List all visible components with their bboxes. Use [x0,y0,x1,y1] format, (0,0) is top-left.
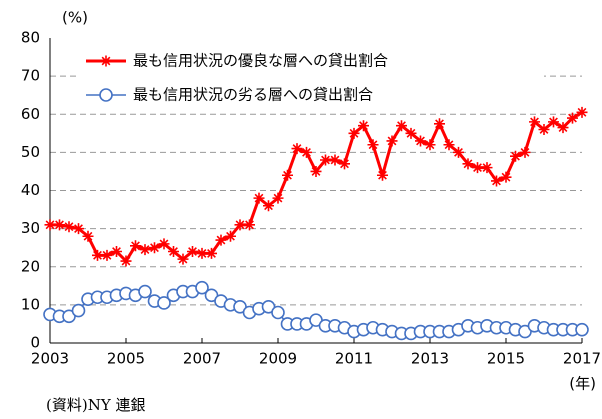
point [54,219,65,231]
point [310,165,322,177]
x-tick-label: 2005 [107,350,145,368]
y-tick-label: 20 [21,257,40,275]
point [320,154,331,166]
x-tick-label: 2003 [31,350,69,368]
point [396,120,407,132]
point [510,150,521,162]
point [71,303,86,318]
y-tick-label: 80 [21,29,40,47]
y-tick-label: 0 [30,334,40,352]
point [195,280,209,295]
point [415,135,426,147]
y-tick-label: 40 [21,181,40,199]
point [101,249,113,261]
source: (資料)NY 連銀 [46,396,146,414]
point [187,246,198,257]
point [234,219,246,231]
y-tick-label: 70 [21,67,40,85]
point [453,146,464,158]
point [158,238,170,250]
point [100,55,112,67]
point [73,223,84,235]
x-tick-label: 2011 [335,350,373,368]
point [130,240,141,252]
point [529,116,540,128]
x-tick-label: 2015 [487,350,525,368]
point [244,219,255,231]
point [120,255,132,267]
point [434,118,445,130]
point [225,230,236,242]
point [63,221,75,233]
point [253,192,265,204]
x-tick-label: 2013 [411,350,449,368]
y-tick-label: 60 [21,105,40,123]
legend-label: 最も信用状況の優良な層への貸出割合 [133,52,388,70]
point [538,124,550,135]
y-tick-label: 50 [21,143,40,161]
point [329,154,341,166]
series-line [50,111,583,264]
point [99,88,113,102]
x-unit: (年) [569,375,596,393]
point [567,112,578,124]
point [491,175,502,187]
point [348,127,360,139]
point [386,135,398,147]
point [576,106,588,118]
point [557,122,569,134]
point [196,247,208,259]
x-tick-label: 2007 [183,350,221,368]
point [177,253,189,265]
point [272,192,284,204]
point [377,169,388,181]
point [215,234,227,246]
x-tick-label: 2017 [563,350,601,368]
point [367,139,379,151]
point [443,139,455,151]
legend-label: 最も信用状況の劣る層への貸出割合 [133,86,373,104]
point [139,244,151,256]
point [168,246,179,257]
point [263,200,274,212]
y-tick-label: 30 [21,219,40,237]
point [82,230,94,242]
point [339,158,350,170]
point [358,120,369,132]
point [575,322,589,337]
legend-box [78,45,544,111]
y-tick-label: 10 [21,295,40,313]
point [44,219,56,231]
point [405,127,417,139]
point [519,146,531,158]
point [301,146,312,158]
point [111,246,122,257]
point [548,116,559,128]
point [282,169,293,181]
point [462,158,474,170]
point [149,242,160,254]
point [271,305,285,320]
point [138,284,152,299]
point [472,162,483,174]
x-tick-label: 2009 [259,350,297,368]
point [424,139,436,151]
point [92,249,103,261]
point [206,247,217,259]
point [291,143,303,155]
point [481,162,493,174]
y-unit: (%) [62,9,88,27]
point [157,296,171,310]
point [500,171,512,183]
